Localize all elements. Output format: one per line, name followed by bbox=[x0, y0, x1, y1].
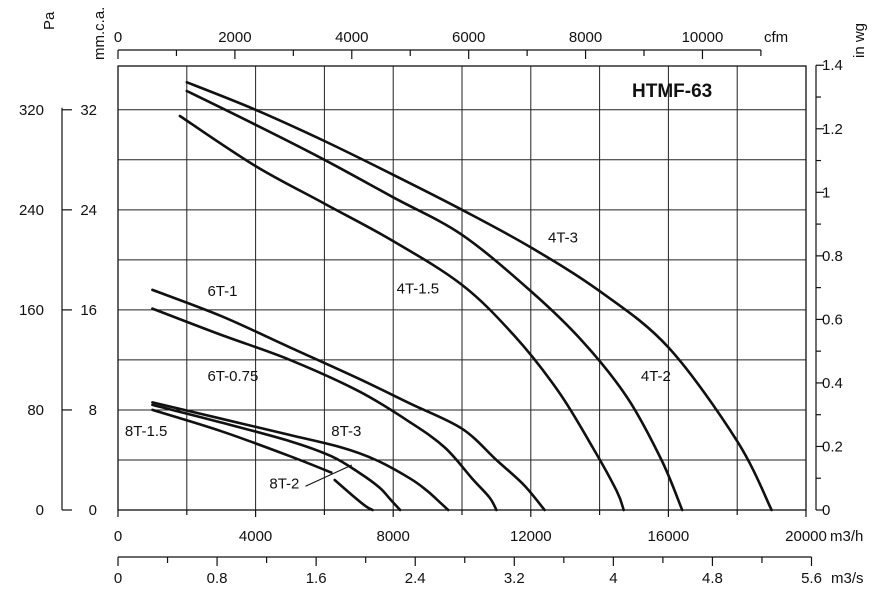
secondary-axes bbox=[61, 49, 824, 566]
curve-4T-2 bbox=[185, 89, 684, 512]
curve-8T-1.5 bbox=[151, 408, 333, 474]
cfm-tick-label: 8000 bbox=[569, 29, 602, 46]
y-tick-label: 32 bbox=[80, 102, 97, 119]
cfm-tick-label: 2000 bbox=[218, 29, 251, 46]
curve-label: 8T-2 bbox=[269, 476, 299, 493]
x-tick-label: 0 bbox=[114, 528, 122, 545]
y-tick-label: 24 bbox=[80, 202, 97, 219]
m3s-tick-label: 2.4 bbox=[405, 570, 426, 587]
x-secondary-bottom-unit-label: m3/s bbox=[831, 570, 864, 587]
inwg-tick-label: 1.4 bbox=[822, 57, 843, 74]
x-tick-label: 12000 bbox=[510, 528, 552, 545]
curve-label: 4T-3 bbox=[548, 229, 578, 246]
curve-label: 8T-1.5 bbox=[125, 423, 168, 440]
curve-labels: 4T-3 4T-2 4T-1.5 6T-1 6T-0.75 8T-3 8T-2 8T-1.5 bbox=[125, 229, 671, 492]
curve-6T-1 bbox=[151, 288, 546, 512]
m3s-tick-label: 0.8 bbox=[207, 570, 228, 587]
pa-tick-label: 0 bbox=[36, 502, 44, 519]
curve-label: 6T-1 bbox=[207, 283, 237, 300]
curve-label: 8T-3 bbox=[331, 423, 361, 440]
tick-labels: 0816243208016024032000.20.40.60.811.21.4… bbox=[19, 29, 843, 587]
curve-8T-3 bbox=[151, 401, 450, 512]
cfm-tick-label: 10000 bbox=[682, 29, 724, 46]
curve-4T-3 bbox=[185, 81, 773, 512]
inwg-tick-label: 1.2 bbox=[822, 121, 843, 138]
y-axis-unit-label: mm.c.a. bbox=[91, 7, 108, 60]
curve-4T-1.5 bbox=[178, 114, 625, 512]
inwg-tick-label: 0.2 bbox=[822, 438, 843, 455]
curve-label: 4T-2 bbox=[641, 368, 671, 385]
grid bbox=[118, 66, 806, 510]
cfm-tick-label: 0 bbox=[114, 29, 122, 46]
pa-tick-label: 80 bbox=[27, 402, 44, 419]
inwg-tick-label: 0.4 bbox=[822, 375, 843, 392]
y-tick-label: 16 bbox=[80, 302, 97, 319]
inwg-tick-label: 1 bbox=[822, 184, 830, 201]
label-leader-line bbox=[305, 464, 353, 487]
x-secondary-top-unit-label: cfm bbox=[764, 29, 788, 46]
curve-8T-1.5 bbox=[333, 478, 374, 512]
y-secondary-left-unit-label: Pa bbox=[41, 11, 58, 30]
y-tick-label: 8 bbox=[89, 402, 97, 419]
inwg-tick-label: 0.8 bbox=[822, 248, 843, 265]
m3s-tick-label: 4.8 bbox=[702, 570, 723, 587]
pa-tick-label: 320 bbox=[19, 102, 44, 119]
x-tick-label: 8000 bbox=[377, 528, 410, 545]
x-tick-label: 4000 bbox=[239, 528, 272, 545]
curve-label: 4T-1.5 bbox=[397, 281, 440, 298]
curve-8T-2 bbox=[151, 403, 402, 512]
inwg-tick-label: 0 bbox=[822, 502, 830, 519]
inwg-tick-label: 0.6 bbox=[822, 311, 843, 328]
curves bbox=[151, 81, 773, 512]
chart-title: HTMF-63 bbox=[632, 81, 712, 102]
m3s-tick-label: 0 bbox=[114, 570, 122, 587]
cfm-tick-label: 4000 bbox=[335, 29, 368, 46]
pa-tick-label: 160 bbox=[19, 302, 44, 319]
y-secondary-right-unit-label: in wg bbox=[851, 23, 868, 58]
m3s-tick-label: 4 bbox=[609, 570, 617, 587]
cfm-tick-label: 6000 bbox=[452, 29, 485, 46]
m3s-tick-label: 5.6 bbox=[801, 570, 822, 587]
pa-tick-label: 240 bbox=[19, 202, 44, 219]
y-tick-label: 0 bbox=[89, 502, 97, 519]
x-tick-label: 16000 bbox=[648, 528, 690, 545]
x-tick-label: 20000 bbox=[785, 528, 827, 545]
m3s-tick-label: 1.6 bbox=[306, 570, 327, 587]
curve-6T-0.75 bbox=[151, 307, 498, 512]
x-axis-unit-label: m3/h bbox=[830, 528, 863, 545]
curve-label: 6T-0.75 bbox=[207, 368, 258, 385]
m3s-tick-label: 3.2 bbox=[504, 570, 525, 587]
